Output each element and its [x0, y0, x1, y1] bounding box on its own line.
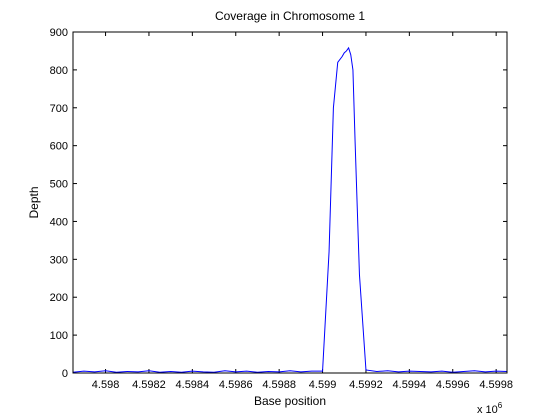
y-tick-label: 100 — [50, 330, 68, 342]
x-tick-label: 4.599 — [309, 379, 337, 391]
y-tick-label: 500 — [50, 179, 68, 191]
x-tick-label: 4.5994 — [393, 379, 427, 391]
x-tick-label: 4.5986 — [219, 379, 253, 391]
y-tick-label: 0 — [62, 368, 68, 380]
y-tick-label: 400 — [50, 216, 68, 228]
x-tick-label: 4.598 — [92, 379, 120, 391]
plot-area — [73, 32, 507, 373]
y-tick-label: 600 — [50, 141, 68, 153]
series-layer — [72, 46, 508, 373]
y-tick-label: 700 — [50, 103, 68, 115]
x-tick-label: 4.5982 — [132, 379, 166, 391]
chart-title: Coverage in Chromosome 1 — [215, 9, 365, 23]
y-axis-label: Depth — [27, 186, 41, 218]
tick-labels: 4.598 4.5982 4.5984 4.5986 4.5988 4.599 4.5992… — [50, 27, 513, 391]
x-tick-label: 4.5984 — [176, 379, 210, 391]
x-tick-label: 4.5992 — [349, 379, 383, 391]
x-tick-label: 4.5996 — [436, 379, 470, 391]
x-tick-label: 4.5998 — [479, 379, 513, 391]
x-axis-exponent-base: x 10 — [477, 404, 498, 416]
y-tick-label: 300 — [50, 254, 68, 266]
x-axis-label: Base position — [254, 394, 326, 408]
plot-frame — [72, 31, 508, 374]
coverage-line — [72, 46, 508, 373]
x-axis-exponent-power: 6 — [498, 401, 503, 410]
y-tick-label: 800 — [50, 65, 68, 77]
y-tick-label: 200 — [50, 292, 68, 304]
x-tick-label: 4.5988 — [262, 379, 296, 391]
y-tick-label: 900 — [50, 27, 68, 39]
x-axis-exponent: x 106 — [477, 401, 503, 416]
